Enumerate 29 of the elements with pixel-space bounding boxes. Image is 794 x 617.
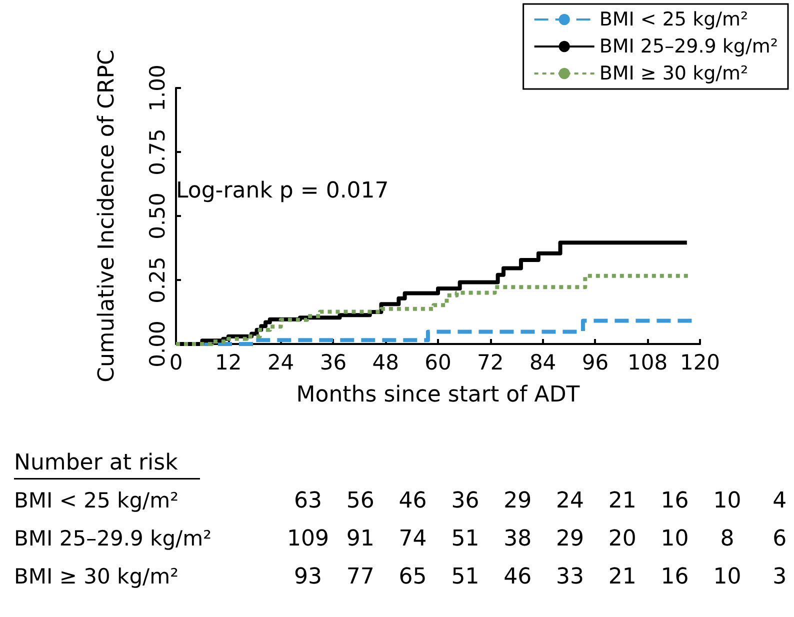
x-tick-label: 72 [477,350,504,374]
y-tick-label: 0.00 [146,320,170,368]
text: Number at risk [14,450,178,476]
legend-label: BMI 25–29.9 kg/m² [599,36,778,58]
x-tick-label: 60 [424,350,452,374]
text: 109 91 74 51 38 29 20 10 8 6 [287,526,787,552]
x-tick-label: 48 [372,350,399,374]
text: BMI ≥ 30 kg/m² [14,564,179,588]
y-axis-title: Cumulative Incidence of CRPC [94,50,120,382]
text: 93 77 65 51 46 33 21 16 10 3 [294,564,787,590]
x-tick-label: 108 [628,350,668,374]
x-tick-label: 0 [169,350,183,374]
y-tick-label: 0.75 [146,128,170,176]
legend-label: BMI < 25 kg/m² [599,8,748,30]
text: 63 56 46 36 29 24 21 16 10 4 [294,488,787,514]
text: BMI 25–29.9 kg/m² [14,526,212,550]
y-tick-label: 1.00 [146,64,170,112]
x-tick-label: 36 [320,350,347,374]
x-tick-label: 96 [582,350,609,374]
x-tick-label: 12 [215,350,242,374]
y-tick-label: 0.25 [146,256,170,304]
x-axis-title: Months since start of ADT [296,382,580,408]
text: BMI < 25 kg/m² [14,488,179,512]
x-tick-label: 24 [267,350,294,374]
legend-label: BMI ≥ 30 kg/m² [599,62,748,84]
annotation: Log-rank p = 0.017 [176,178,389,204]
x-tick-label: 120 [680,350,720,374]
x-tick-label: 84 [529,350,556,374]
y-tick-label: 0.50 [146,192,170,240]
